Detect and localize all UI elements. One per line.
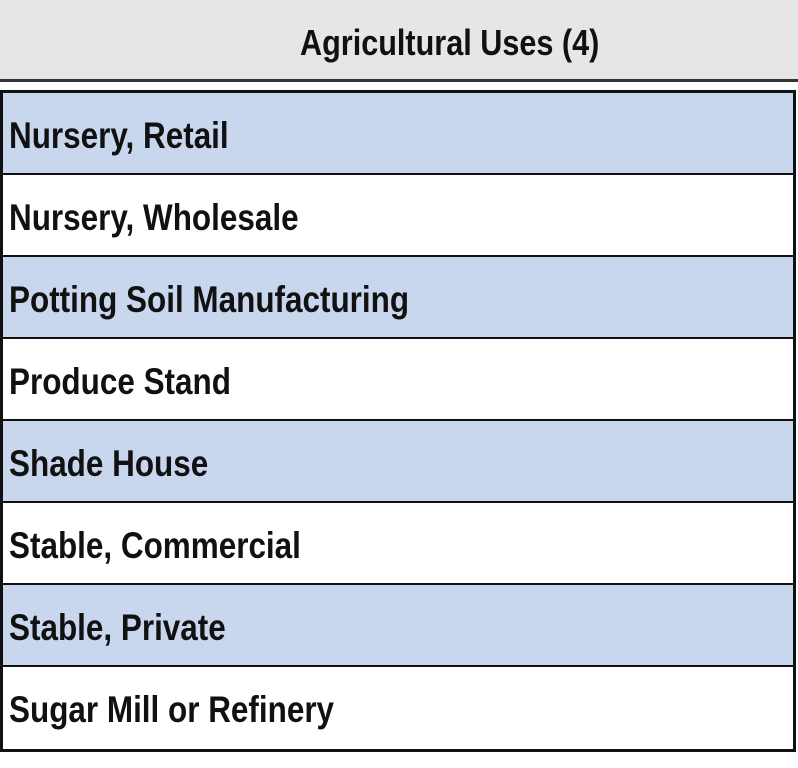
- row-label: Nursery, Retail: [9, 115, 229, 156]
- row-label: Potting Soil Manufacturing: [9, 279, 410, 320]
- table-header: Agricultural Uses (4): [0, 0, 798, 82]
- table-row: Nursery, Wholesale: [3, 175, 793, 257]
- row-label: Nursery, Wholesale: [9, 197, 299, 238]
- row-label: Shade House: [9, 443, 209, 484]
- table-row: Stable, Commercial: [3, 503, 793, 585]
- row-label: Stable, Private: [9, 607, 226, 648]
- table-title: Agricultural Uses (4): [300, 22, 600, 63]
- table-row: Produce Stand: [3, 339, 793, 421]
- table-row: Potting Soil Manufacturing: [3, 257, 793, 339]
- row-label: Sugar Mill or Refinery: [9, 689, 335, 730]
- table-row: Shade House: [3, 421, 793, 503]
- table-row: Stable, Private: [3, 585, 793, 667]
- table-row: Sugar Mill or Refinery: [3, 667, 793, 749]
- table-row: Nursery, Retail: [3, 93, 793, 175]
- row-label: Stable, Commercial: [9, 525, 301, 566]
- table: Nursery, Retail Nursery, Wholesale Potting…: [0, 90, 796, 752]
- row-label: Produce Stand: [9, 361, 231, 402]
